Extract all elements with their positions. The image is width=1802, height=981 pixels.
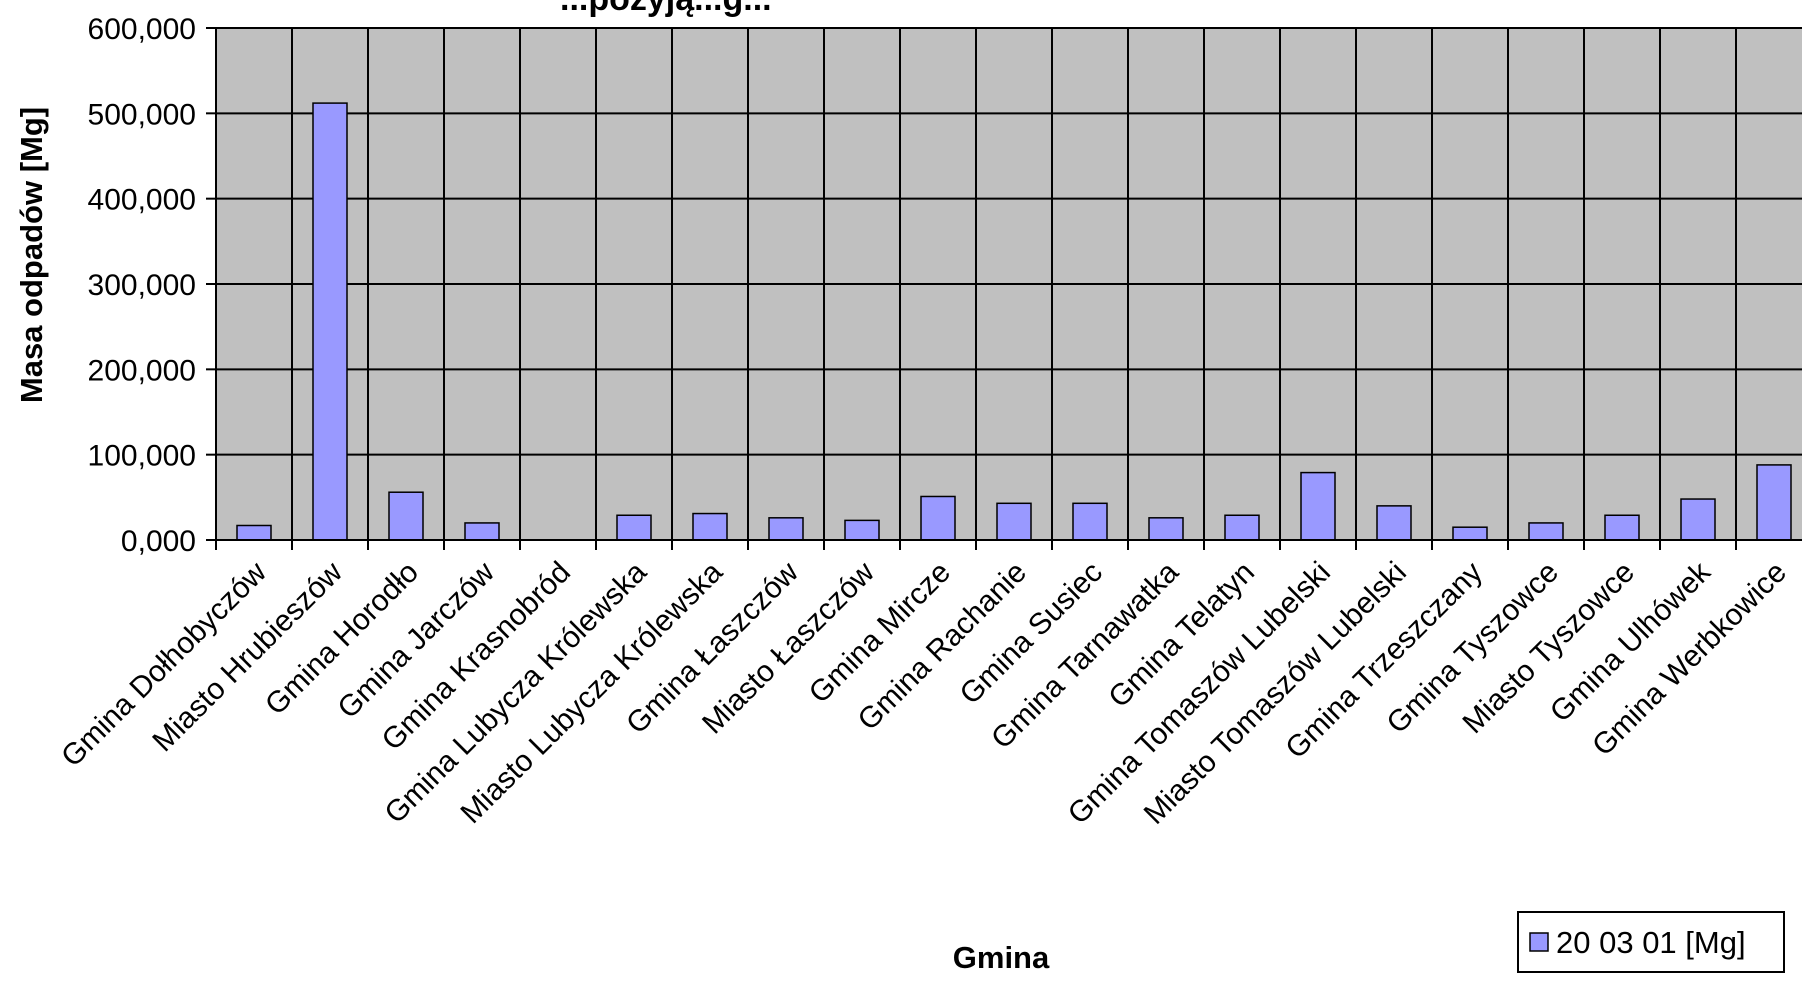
y-tick-labels: 0,000 100,000 200,000 300,000 400,000 500,000… — [88, 13, 196, 558]
legend-label: 20 03 01 [Mg] — [1556, 925, 1746, 960]
bar — [996, 502, 1032, 541]
y-tick-label: 0,000 — [121, 525, 196, 558]
y-tick-label: 300,000 — [88, 269, 196, 302]
bars — [236, 102, 1792, 541]
gridlines — [216, 27, 1802, 541]
bar — [1376, 505, 1412, 541]
bar — [1756, 464, 1792, 541]
bar — [1680, 498, 1716, 541]
y-tick-label: 500,000 — [88, 98, 196, 131]
bar — [616, 514, 652, 541]
bar — [768, 517, 804, 541]
legend: 20 03 01 [Mg] — [1517, 911, 1785, 973]
bar — [1452, 526, 1488, 541]
bar — [388, 491, 424, 541]
bar — [1300, 471, 1336, 541]
y-tick-label: 400,000 — [88, 184, 196, 217]
bar — [692, 512, 728, 541]
bar — [920, 495, 956, 541]
bar — [464, 522, 500, 541]
bar — [312, 102, 348, 541]
bar — [1604, 514, 1640, 541]
legend-box — [1517, 911, 1785, 973]
x-axis-title: Gmina — [953, 940, 1050, 975]
bar — [844, 519, 880, 541]
y-axis-title: Masa odpadów [Mg] — [14, 107, 49, 403]
axes — [206, 27, 1802, 550]
chart-title: ...pozyją...g... — [560, 0, 772, 18]
bar — [236, 524, 272, 541]
y-tick-label: 600,000 — [88, 13, 196, 46]
bar — [1224, 514, 1260, 541]
legend-swatch — [1529, 932, 1549, 952]
bar — [1528, 522, 1564, 541]
bar — [1072, 502, 1108, 541]
bar — [1148, 517, 1184, 541]
y-tick-label: 100,000 — [88, 440, 196, 473]
y-tick-label: 200,000 — [88, 354, 196, 387]
